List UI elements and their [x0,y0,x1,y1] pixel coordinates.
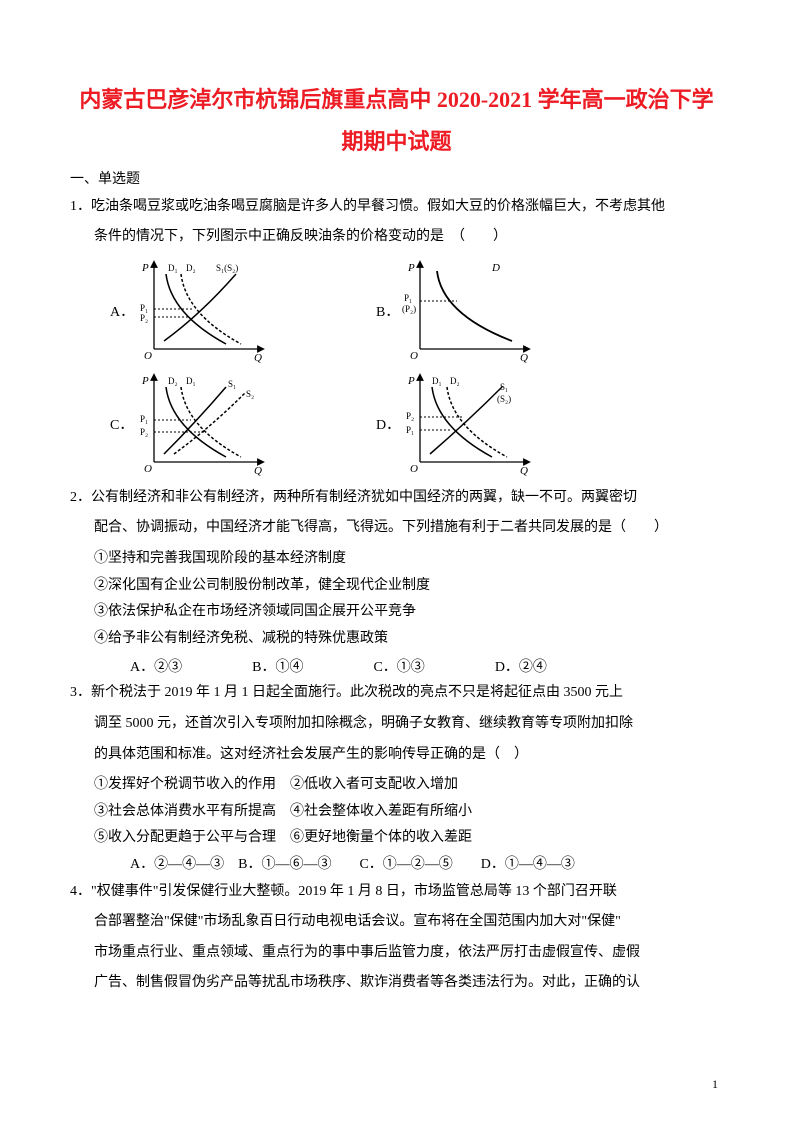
q1-charts-row1: A． P Q O P₁ P₂ D₁ D₂ S₁(S₂) B． P Q O [110,259,723,364]
q2-sub2: ②深化国有企业公司制股份制改革，健全现代企业制度 [70,573,723,600]
option-C-label: C． [110,414,130,434]
svg-text:S₁(S₂): S₁(S₂) [216,263,238,273]
svg-text:S₁: S₁ [500,382,508,392]
q2-optB: B．①④ [252,656,303,676]
option-A-label: A． [110,301,130,321]
question-4: 4．"权健事件"引发保健行业大整顿。2019 年 1 月 8 日，市场监管总局等… [70,879,723,906]
svg-text:P: P [407,262,415,274]
question-2: 2．公有制经济和非公有制经济，两种所有制经济犹如中国经济的两翼，缺一不可。两翼密… [70,485,723,512]
q4-text-line1: "权健事件"引发保健行业大整顿。2019 年 1 月 8 日，市场监管总局等 1… [91,884,617,899]
svg-text:Q: Q [520,465,528,477]
q2-options: A．②③ B．①④ C．①③ D．②④ [70,656,723,676]
svg-text:Q: Q [520,352,528,364]
svg-text:(S₂): (S₂) [497,394,511,404]
chart-A: P Q O P₁ P₂ D₁ D₂ S₁(S₂) [136,259,266,364]
chart-B-cell: B． P Q O P₁ (P₂) D [376,259,532,364]
section-heading: 一、单选题 [70,168,723,188]
q2-optD: D．②④ [495,656,547,676]
svg-text:P: P [141,375,149,387]
svg-text:O: O [144,350,152,362]
svg-text:Q: Q [254,352,262,364]
q3-text-line3: 的具体范围和标准。这对经济社会发展产生的影响传导正确的是（ ） [70,742,723,769]
chart-B: P Q O P₁ (P₂) D [402,259,532,364]
q1-charts-row2: C． P Q O P₁ P₂ D₂ D₁ S₁ S₂ D． P Q [110,372,723,477]
q3-sub2: ③社会总体消费水平有所提高 ④社会整体收入差距有所缩小 [70,799,723,826]
page-number: 1 [712,1077,718,1092]
svg-text:D₂: D₂ [450,376,460,386]
q2-number: 2． [70,490,91,505]
q1-text-line1: 吃油条喝豆浆或吃油条喝豆腐脑是许多人的早餐习惯。假如大豆的价格涨幅巨大，不考虑其… [91,199,665,214]
exam-title-line1: 内蒙古巴彦淖尔市杭锦后旗重点高中 2020-2021 学年高一政治下学 [70,80,723,120]
question-1: 1．吃油条喝豆浆或吃油条喝豆腐脑是许多人的早餐习惯。假如大豆的价格涨幅巨大，不考… [70,194,723,221]
q1-number: 1． [70,199,91,214]
svg-text:P₂: P₂ [140,427,148,437]
svg-text:P₁: P₁ [140,414,148,424]
q1-text-line2: 条件的情况下，下列图示中正确反映油条的价格变动的是 （ ） [70,224,723,251]
chart-A-cell: A． P Q O P₁ P₂ D₁ D₂ S₁(S₂) [110,259,266,364]
chart-C: P Q O P₁ P₂ D₂ D₁ S₁ S₂ [136,372,266,477]
svg-text:O: O [410,463,418,475]
option-D-label: D． [376,414,396,434]
svg-text:D₂: D₂ [186,263,196,273]
q2-text-line2: 配合、协调振动，中国经济才能飞得高，飞得远。下列措施有利于二者共同发展的是（ ） [70,515,723,542]
svg-text:P₂: P₂ [406,411,414,421]
q2-optC: C．①③ [373,656,424,676]
svg-text:P₁: P₁ [140,303,148,313]
svg-text:(P₂): (P₂) [402,304,416,314]
question-3: 3．新个税法于 2019 年 1 月 1 日起全面施行。此次税改的亮点不只是将起… [70,680,723,707]
svg-text:D₁: D₁ [432,376,442,386]
q3-sub3: ⑤收入分配更趋于公平与合理 ⑥更好地衡量个体的收入差距 [70,825,723,852]
q3-options: A．②—④—③ B．①—⑥—③ C．①—②—⑤ D．①—④—③ [70,852,723,879]
svg-text:D: D [491,262,500,274]
chart-D-cell: D． P Q O P₂ P₁ D₁ D₂ S₁ (S₂) [376,372,532,477]
svg-text:O: O [410,350,418,362]
q2-optA: A．②③ [130,656,182,676]
q2-text-line1: 公有制经济和非公有制经济，两种所有制经济犹如中国经济的两翼，缺一不可。两翼密切 [91,490,637,505]
svg-text:O: O [144,463,152,475]
q2-sub3: ③依法保护私企在市场经济领域同国企展开公平竞争 [70,599,723,626]
exam-title-line2: 期期中试题 [70,124,723,156]
svg-text:P₂: P₂ [140,313,148,323]
option-B-label: B． [376,301,396,321]
q3-number: 3． [70,685,91,700]
svg-text:P₁: P₁ [406,425,414,435]
q4-text-line3: 市场重点行业、重点领域、重点行为的事中事后监管力度，依法严厉打击虚假宣传、虚假 [70,940,723,967]
chart-D: P Q O P₂ P₁ D₁ D₂ S₁ (S₂) [402,372,532,477]
svg-text:S₁: S₁ [228,379,236,389]
svg-text:P₁: P₁ [404,293,412,303]
q4-number: 4． [70,884,91,899]
chart-C-cell: C． P Q O P₁ P₂ D₂ D₁ S₁ S₂ [110,372,266,477]
q3-text-line1: 新个税法于 2019 年 1 月 1 日起全面施行。此次税改的亮点不只是将起征点… [91,685,623,700]
q3-sub1: ①发挥好个税调节收入的作用 ②低收入者可支配收入增加 [70,772,723,799]
q4-text-line2: 合部署整治"保健"市场乱象百日行动电视电话会议。宣布将在全国范围内加大对"保健" [70,909,723,936]
q3-text-line2: 调至 5000 元，还首次引入专项附加扣除概念，明确子女教育、继续教育等专项附加… [70,711,723,738]
q4-text-line4: 广告、制售假冒伪劣产品等扰乱市场秩序、欺诈消费者等各类违法行为。对此，正确的认 [70,970,723,997]
svg-text:D₁: D₁ [186,376,196,386]
q2-sub1: ①坚持和完善我国现阶段的基本经济制度 [70,546,723,573]
q2-sub4: ④给予非公有制经济免税、减税的特殊优惠政策 [70,626,723,653]
svg-text:D₁: D₁ [168,263,178,273]
svg-text:P: P [407,375,415,387]
svg-text:S₂: S₂ [246,389,254,399]
svg-text:Q: Q [254,465,262,477]
svg-text:P: P [141,262,149,274]
svg-text:D₂: D₂ [168,376,178,386]
